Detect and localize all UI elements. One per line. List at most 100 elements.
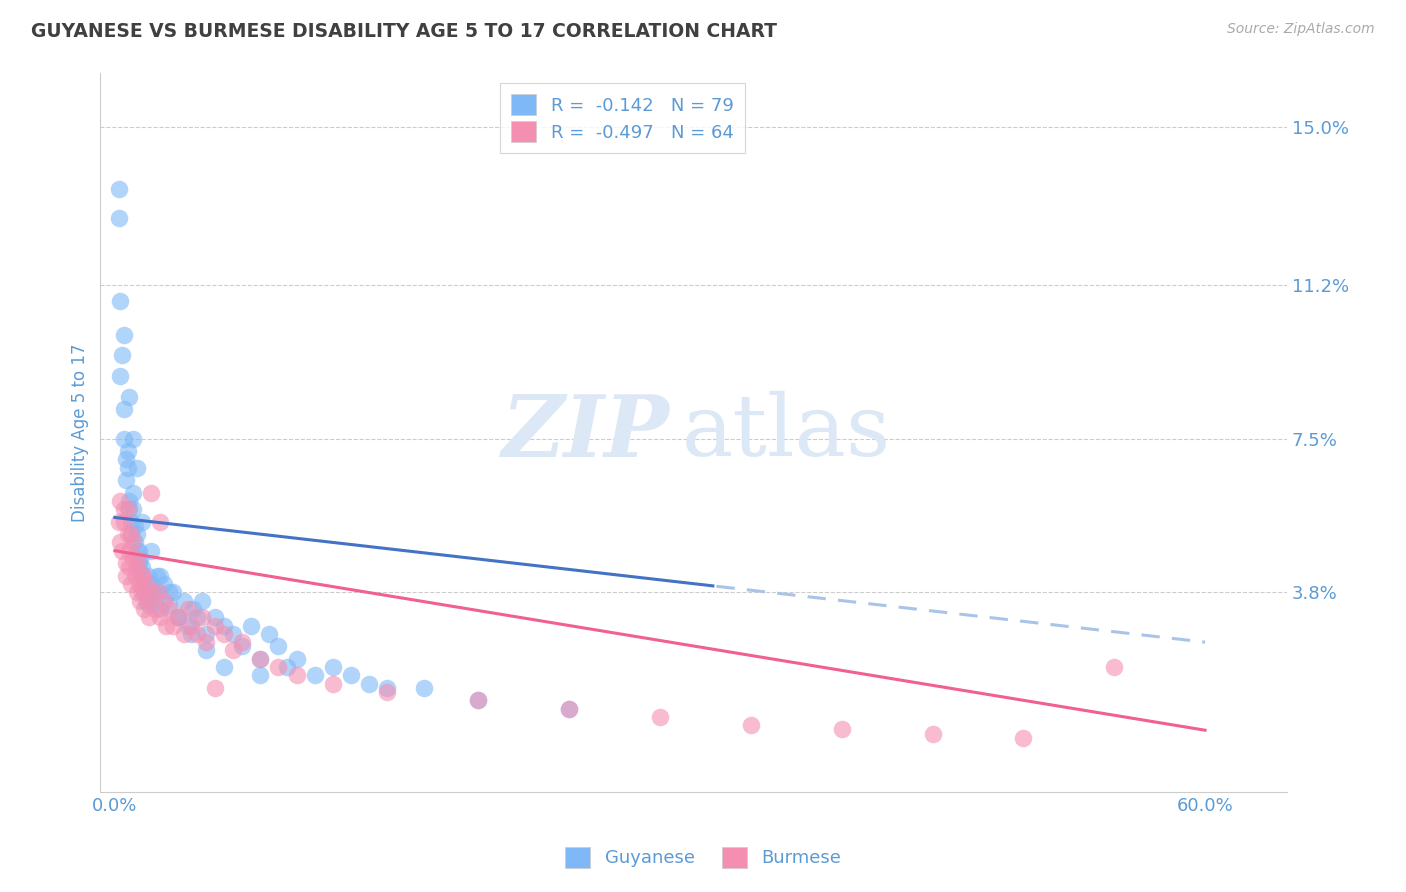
Point [110, 535, 132, 549]
Point [285, 652, 308, 666]
Point [186, 610, 208, 624]
Point [132, 602, 155, 616]
Point [276, 660, 298, 674]
Point [125, 585, 148, 599]
Point [176, 618, 198, 632]
Point [212, 618, 235, 632]
Point [110, 294, 132, 309]
Point [107, 515, 129, 529]
Point [558, 701, 581, 715]
Point [180, 627, 202, 641]
Point [249, 668, 271, 682]
Point [194, 627, 217, 641]
Point [129, 552, 152, 566]
Point [131, 560, 153, 574]
Point [125, 460, 148, 475]
Point [204, 618, 226, 632]
Text: GUYANESE VS BURMESE DISABILITY AGE 5 TO 17 CORRELATION CHART: GUYANESE VS BURMESE DISABILITY AGE 5 TO … [31, 22, 778, 41]
Point [143, 593, 166, 607]
Point [377, 685, 399, 699]
Point [112, 402, 135, 417]
Point [136, 568, 159, 582]
Point [148, 585, 170, 599]
Point [467, 693, 489, 707]
Point [143, 602, 166, 616]
Point [122, 502, 145, 516]
Point [153, 577, 176, 591]
Point [194, 643, 217, 657]
Point [149, 602, 172, 616]
Text: atlas: atlas [682, 391, 891, 474]
Point [128, 556, 150, 570]
Point [322, 660, 344, 674]
Text: Source: ZipAtlas.com: Source: ZipAtlas.com [1227, 22, 1375, 37]
Point [138, 598, 160, 612]
Point [110, 369, 132, 384]
Point [322, 676, 344, 690]
Point [267, 640, 290, 654]
Point [249, 652, 271, 666]
Point [141, 485, 163, 500]
Point [128, 577, 150, 591]
Point [186, 627, 208, 641]
Point [136, 585, 159, 599]
Point [114, 556, 136, 570]
Point [125, 560, 148, 574]
Point [191, 593, 214, 607]
Point [131, 585, 153, 599]
Point [157, 585, 180, 599]
Point [111, 543, 134, 558]
Point [167, 610, 190, 624]
Point [304, 668, 326, 682]
Point [153, 593, 176, 607]
Point [157, 598, 180, 612]
Point [1102, 660, 1125, 674]
Point [118, 543, 141, 558]
Point [231, 635, 253, 649]
Point [467, 693, 489, 707]
Point [194, 635, 217, 649]
Point [180, 618, 202, 632]
Point [212, 660, 235, 674]
Point [204, 681, 226, 695]
Point [118, 494, 141, 508]
Point [173, 593, 195, 607]
Point [112, 432, 135, 446]
Point [124, 535, 146, 549]
Point [740, 718, 762, 732]
Point [114, 568, 136, 582]
Point [131, 577, 153, 591]
Point [129, 593, 152, 607]
Text: ZIP: ZIP [502, 391, 669, 474]
Point [135, 577, 157, 591]
Point [117, 527, 139, 541]
Point [136, 593, 159, 607]
Point [120, 527, 142, 541]
Point [921, 726, 943, 740]
Point [149, 515, 172, 529]
Point [124, 518, 146, 533]
Point [191, 610, 214, 624]
Point [135, 593, 157, 607]
Point [240, 618, 263, 632]
Point [176, 602, 198, 616]
Point [1012, 731, 1035, 745]
Point [110, 494, 132, 508]
Legend: Guyanese, Burmese: Guyanese, Burmese [554, 836, 852, 879]
Point [125, 527, 148, 541]
Point [141, 577, 163, 591]
Point [120, 577, 142, 591]
Point [118, 390, 141, 404]
Point [114, 473, 136, 487]
Point [149, 610, 172, 624]
Point [145, 568, 167, 582]
Point [122, 552, 145, 566]
Point [122, 485, 145, 500]
Point [112, 502, 135, 516]
Point [162, 585, 184, 599]
Point [120, 515, 142, 529]
Point [107, 211, 129, 226]
Point [118, 502, 141, 516]
Point [173, 627, 195, 641]
Point [181, 602, 204, 616]
